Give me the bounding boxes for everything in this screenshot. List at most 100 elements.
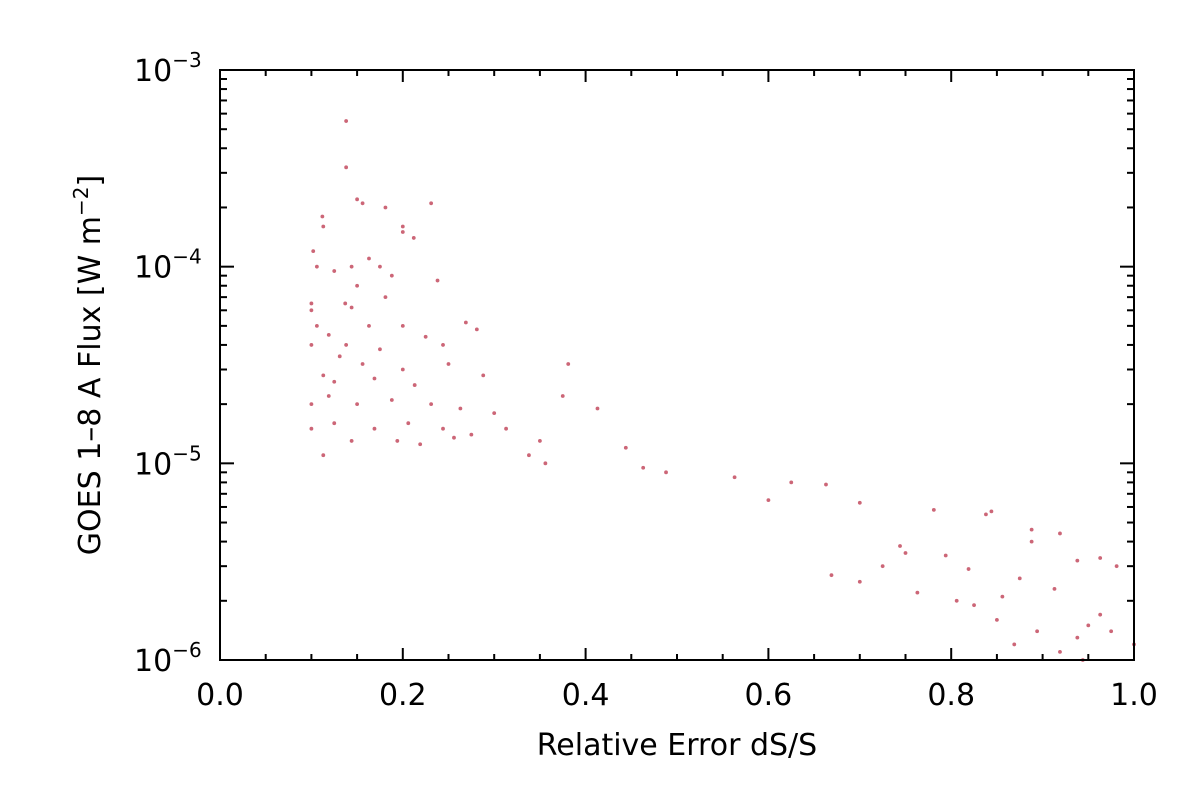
data-point <box>664 470 668 475</box>
data-point <box>400 224 405 229</box>
data-point <box>469 432 474 437</box>
data-point <box>389 398 394 402</box>
data-point <box>527 453 531 458</box>
data-point <box>1098 612 1103 617</box>
data-point <box>412 383 417 387</box>
y-tick-label: 10−6 <box>134 638 202 679</box>
data-point <box>344 343 349 347</box>
data-point <box>857 579 862 584</box>
data-point <box>344 165 349 170</box>
data-point <box>732 475 737 480</box>
data-point <box>435 278 440 283</box>
data-point <box>314 264 319 269</box>
data-point <box>429 402 434 407</box>
y-tick-label-base: 10 <box>134 251 172 286</box>
data-point <box>857 500 862 505</box>
y-tick-label-exp: −4 <box>172 245 201 269</box>
data-point <box>309 402 314 407</box>
data-point <box>389 273 394 278</box>
data-point <box>595 406 600 411</box>
data-point <box>400 367 405 372</box>
data-point <box>943 553 948 558</box>
data-point <box>309 308 314 313</box>
data-point <box>349 305 354 310</box>
data-point <box>344 119 349 123</box>
data-point <box>1109 629 1114 634</box>
data-point <box>641 465 646 470</box>
y-axis-title-end: ] <box>73 175 108 187</box>
data-point <box>311 249 316 253</box>
data-point <box>989 509 994 514</box>
data-point <box>383 205 388 210</box>
data-point <box>452 435 456 440</box>
data-point <box>320 214 325 219</box>
data-point <box>1058 531 1062 536</box>
x-tick-label: 0.2 <box>379 678 427 713</box>
data-point <box>1075 558 1080 563</box>
data-point <box>441 343 445 347</box>
data-point <box>367 323 371 328</box>
data-point <box>332 379 337 384</box>
data-point <box>966 567 971 571</box>
data-point <box>538 439 542 443</box>
data-point <box>309 343 314 347</box>
data-point <box>789 480 794 485</box>
plot-frame <box>219 69 1135 661</box>
data-point <box>931 507 936 512</box>
data-point <box>309 426 314 431</box>
data-point <box>314 323 319 328</box>
data-point <box>309 301 314 306</box>
data-point <box>1075 635 1080 640</box>
data-point <box>355 283 359 288</box>
data-point <box>349 439 354 443</box>
x-tick-label: 0.8 <box>927 678 975 713</box>
data-point <box>321 224 326 229</box>
data-point <box>995 617 999 622</box>
data-point <box>326 394 331 398</box>
data-point <box>824 482 828 487</box>
data-point <box>1017 576 1022 581</box>
data-point <box>360 362 365 366</box>
x-tick-label: 1.0 <box>1110 678 1158 713</box>
tick-labels-layer: 0.0 0.2 0.4 0.6 0.8 1.010−610−510−410−3 <box>134 48 1158 713</box>
data-point <box>903 551 908 555</box>
data-point <box>349 264 354 269</box>
data-point <box>400 230 405 234</box>
data-point <box>543 461 548 466</box>
data-point <box>829 573 834 578</box>
data-point <box>372 376 377 381</box>
data-point <box>1098 556 1103 560</box>
data-point <box>332 421 337 426</box>
data-point <box>321 373 326 378</box>
x-tick-label: 0.6 <box>745 678 793 713</box>
data-point <box>766 498 771 503</box>
data-point <box>954 598 959 603</box>
data-point <box>395 439 400 443</box>
data-point <box>1052 586 1057 591</box>
y-tick-label-exp: −5 <box>172 441 201 465</box>
data-point <box>463 320 468 325</box>
data-point <box>429 201 434 206</box>
y-tick-label: 10−4 <box>134 245 202 286</box>
data-point <box>1000 594 1005 599</box>
y-tick-label-base: 10 <box>134 644 172 679</box>
data-point <box>372 426 377 431</box>
y-tick-label-base: 10 <box>134 54 172 89</box>
y-axis-title-main: GOES 1–8 A Flux [W m <box>73 216 108 555</box>
data-point <box>418 442 423 447</box>
data-point <box>378 264 382 269</box>
data-point <box>355 402 359 407</box>
data-point <box>355 197 359 202</box>
data-point <box>332 269 337 273</box>
data-point <box>343 301 348 306</box>
data-point <box>321 453 326 458</box>
data-point <box>423 334 428 339</box>
data-point <box>566 362 571 366</box>
data-point <box>1058 649 1062 654</box>
data-point <box>406 421 411 426</box>
data-point <box>1035 629 1040 634</box>
y-tick-label: 10−5 <box>134 441 202 482</box>
data-point <box>972 603 976 608</box>
data-point <box>1029 539 1034 544</box>
data-point <box>383 295 388 300</box>
